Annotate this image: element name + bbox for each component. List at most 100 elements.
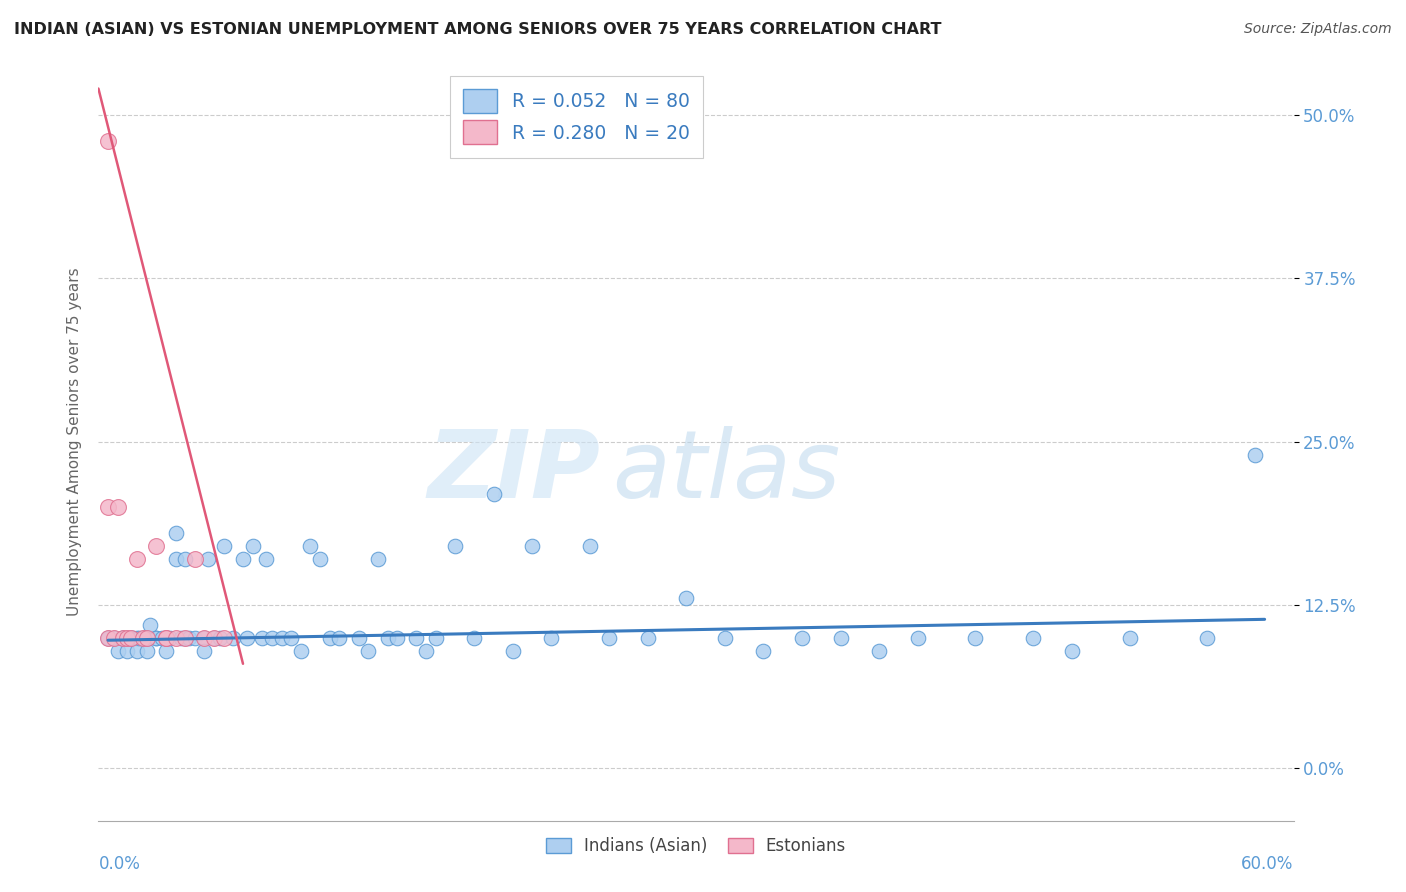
Text: ZIP: ZIP: [427, 425, 600, 518]
Point: [270, 631, 292, 645]
Point: [170, 631, 193, 645]
Point: [97, 631, 120, 645]
Point: [752, 643, 775, 657]
Point: [232, 552, 254, 566]
Point: [135, 631, 157, 645]
Text: INDIAN (ASIAN) VS ESTONIAN UNEMPLOYMENT AMONG SENIORS OVER 75 YEARS CORRELATION : INDIAN (ASIAN) VS ESTONIAN UNEMPLOYMENT …: [14, 22, 942, 37]
Point: [444, 539, 467, 553]
Point: [347, 631, 370, 645]
Point: [125, 643, 148, 657]
Point: [184, 552, 207, 566]
Point: [252, 631, 274, 645]
Point: [907, 631, 929, 645]
Point: [254, 552, 277, 566]
Point: [328, 631, 350, 645]
Point: [107, 643, 129, 657]
Point: [165, 631, 187, 645]
Point: [1022, 631, 1045, 645]
Point: [103, 631, 125, 645]
Point: [193, 643, 215, 657]
Point: [125, 631, 148, 645]
Point: [165, 526, 187, 541]
Point: [128, 631, 150, 645]
Point: [145, 539, 167, 553]
Point: [242, 539, 264, 553]
Point: [193, 631, 215, 645]
Point: [97, 134, 120, 148]
Point: [540, 631, 562, 645]
Point: [1195, 631, 1218, 645]
Point: [150, 631, 173, 645]
Point: [868, 643, 890, 657]
Text: 0.0%: 0.0%: [98, 855, 141, 872]
Point: [357, 643, 380, 657]
Point: [208, 631, 231, 645]
Point: [197, 552, 219, 566]
Point: [107, 500, 129, 514]
Point: [193, 631, 215, 645]
Text: atlas: atlas: [613, 426, 841, 517]
Point: [97, 631, 120, 645]
Point: [202, 631, 225, 645]
Point: [714, 631, 737, 645]
Point: [482, 487, 505, 501]
Point: [1118, 631, 1140, 645]
Point: [579, 539, 602, 553]
Legend: Indians (Asian), Estonians: Indians (Asian), Estonians: [538, 830, 853, 862]
Point: [280, 631, 302, 645]
Point: [260, 631, 283, 645]
Point: [290, 643, 312, 657]
Text: Source: ZipAtlas.com: Source: ZipAtlas.com: [1244, 22, 1392, 37]
Point: [222, 631, 245, 645]
Point: [319, 631, 342, 645]
Point: [110, 631, 132, 645]
Point: [830, 631, 852, 645]
Point: [202, 631, 225, 645]
Text: 60.0%: 60.0%: [1241, 855, 1294, 872]
Point: [309, 552, 332, 566]
Point: [174, 552, 197, 566]
Point: [405, 631, 427, 645]
Point: [155, 643, 177, 657]
Point: [122, 631, 145, 645]
Point: [132, 631, 155, 645]
Point: [112, 631, 135, 645]
Point: [1060, 643, 1083, 657]
Point: [135, 643, 157, 657]
Point: [184, 631, 207, 645]
Point: [125, 552, 148, 566]
Point: [463, 631, 485, 645]
Point: [155, 631, 177, 645]
Point: [174, 631, 197, 645]
Point: [425, 631, 447, 645]
Point: [385, 631, 409, 645]
Point: [299, 539, 322, 553]
Point: [117, 631, 139, 645]
Point: [135, 631, 157, 645]
Point: [367, 552, 389, 566]
Point: [212, 631, 235, 645]
Point: [103, 631, 125, 645]
Point: [155, 631, 177, 645]
Point: [120, 631, 142, 645]
Point: [174, 631, 197, 645]
Point: [1244, 448, 1267, 462]
Point: [117, 631, 139, 645]
Point: [97, 500, 120, 514]
Point: [165, 552, 187, 566]
Point: [598, 631, 620, 645]
Point: [117, 643, 139, 657]
Point: [236, 631, 259, 645]
Point: [790, 631, 813, 645]
Point: [132, 631, 155, 645]
Y-axis label: Unemployment Among Seniors over 75 years: Unemployment Among Seniors over 75 years: [66, 268, 82, 615]
Point: [377, 631, 399, 645]
Point: [177, 631, 200, 645]
Point: [520, 539, 543, 553]
Point: [415, 643, 437, 657]
Point: [145, 631, 167, 645]
Point: [675, 591, 697, 606]
Point: [139, 617, 162, 632]
Point: [145, 631, 167, 645]
Point: [212, 539, 235, 553]
